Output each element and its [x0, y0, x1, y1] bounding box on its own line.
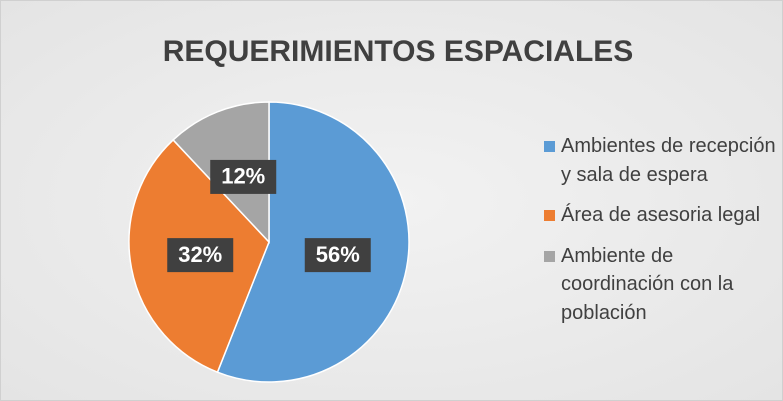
legend-swatch	[544, 141, 555, 152]
data-label-box	[304, 238, 371, 273]
legend-swatch	[544, 250, 555, 262]
legend-label: Área de asesoria legal	[561, 204, 761, 226]
data-label: 12%	[221, 164, 265, 189]
data-label: 32%	[178, 242, 222, 267]
legend-label: Ambiente de coordinación con la població…	[561, 244, 734, 324]
legend-label: Ambientes de recepción y sala de espera	[561, 135, 776, 186]
data-label: 56%	[316, 242, 360, 267]
data-label-box	[167, 238, 234, 273]
data-label-box	[210, 159, 277, 194]
legend-item: Ambientes de recepción y sala de espera	[541, 132, 776, 189]
legend-item: Ambiente de coordinación con la població…	[541, 242, 776, 328]
chart-title: REQUERIMIENTOS ESPACIALES	[163, 35, 634, 68]
legend-item: Área de asesoria legal	[541, 201, 776, 230]
legend-swatch	[544, 210, 555, 221]
legend: Ambientes de recepción y sala de espera Á…	[541, 132, 776, 339]
